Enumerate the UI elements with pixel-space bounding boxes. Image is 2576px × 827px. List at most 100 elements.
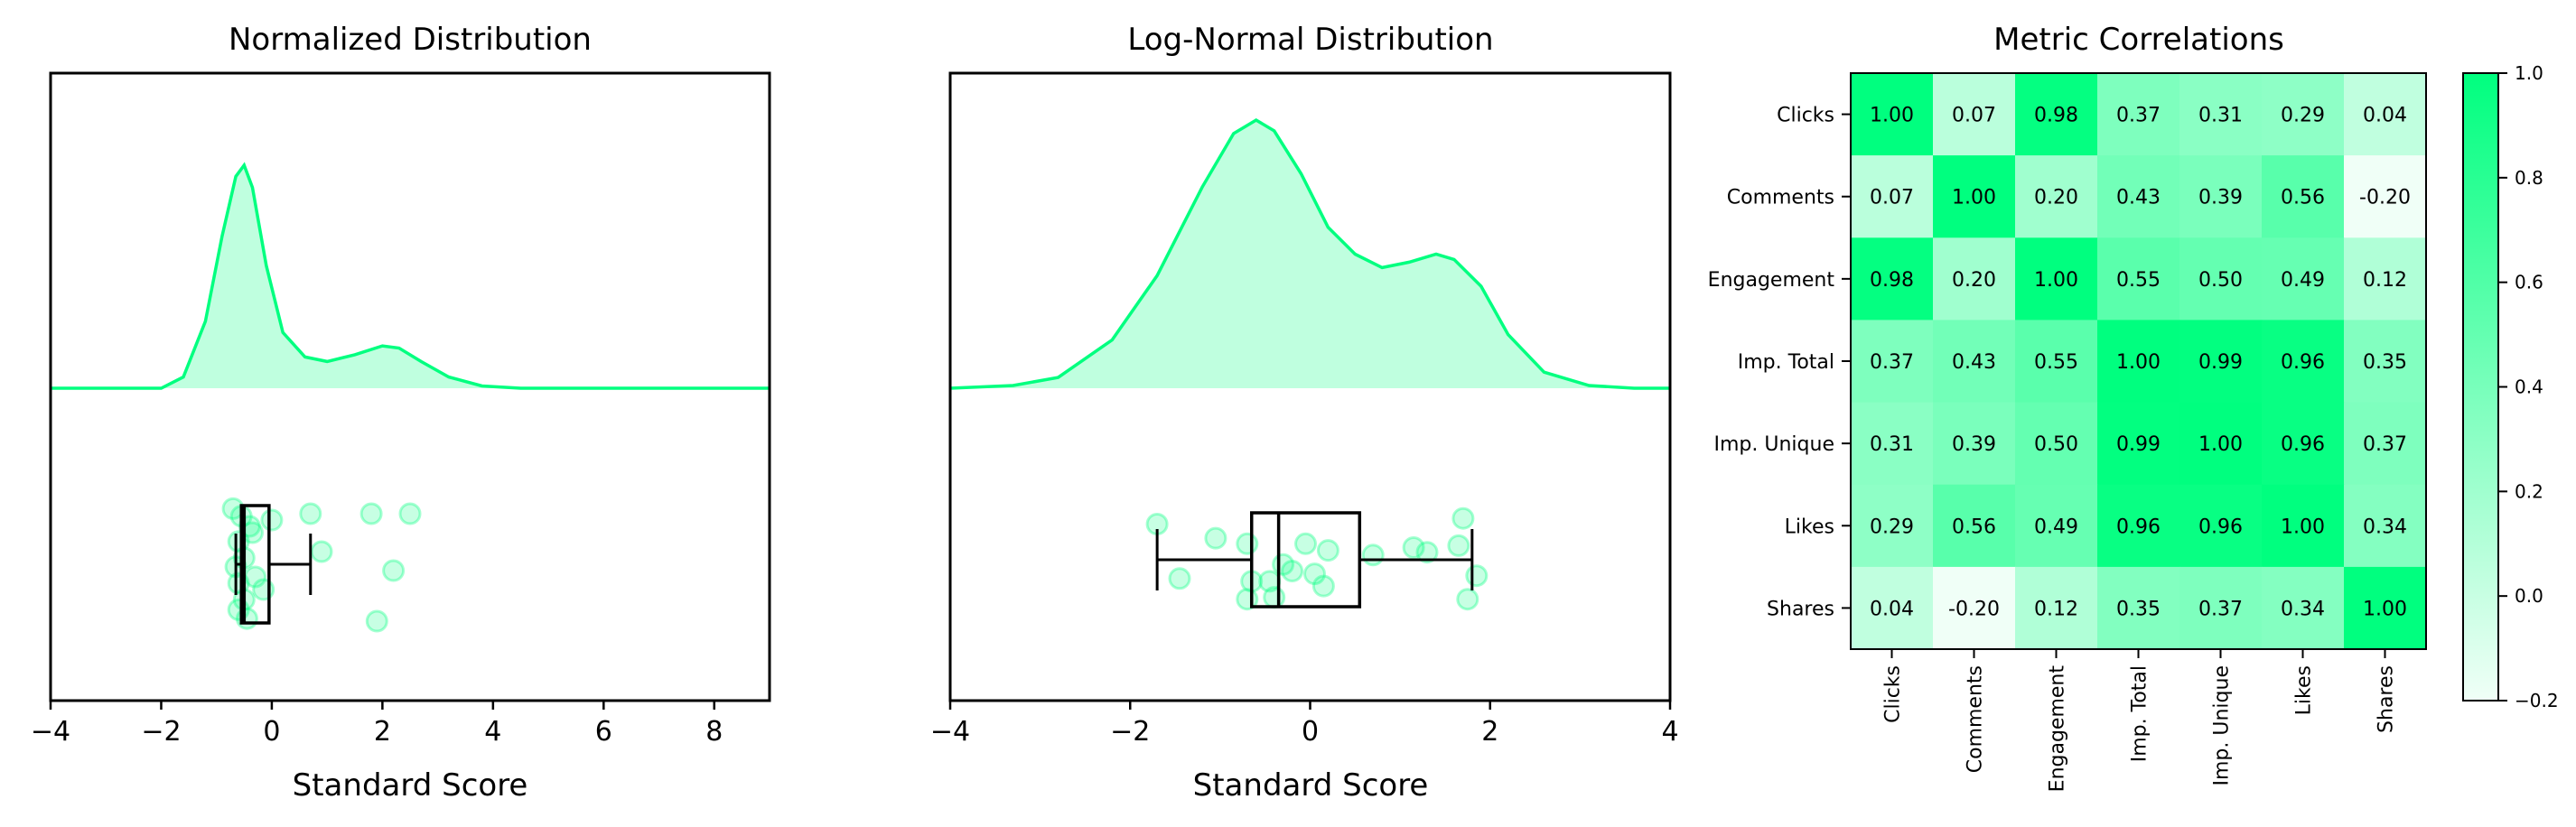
data-point	[365, 609, 388, 633]
heatmap-value: 0.35	[2363, 351, 2407, 374]
heatmap-value: 0.96	[2281, 351, 2325, 374]
heatmap-cell	[1851, 484, 1934, 568]
heatmap-value: 0.34	[2281, 598, 2325, 620]
heatmap-cell	[2015, 320, 2098, 404]
data-point	[310, 540, 333, 563]
heatmap-col-label: Imp. Unique	[2211, 665, 2234, 785]
data-point	[260, 508, 284, 532]
heatmap-cell	[1851, 155, 1934, 238]
panel-1-xlabel: Standard Score	[293, 767, 528, 804]
heatmap-row-label: Imp. Total	[1738, 351, 1834, 374]
heatmap-cell	[2015, 237, 2098, 321]
heatmap-value: 0.43	[2116, 187, 2161, 209]
density-line	[51, 162, 770, 390]
heatmap-cell	[2262, 484, 2345, 568]
data-point	[1451, 506, 1475, 530]
density-line	[949, 117, 1670, 390]
data-point	[1316, 539, 1339, 562]
heatmap-cell	[2097, 320, 2180, 404]
colorbar	[2462, 72, 2499, 702]
heatmap-cell	[2179, 484, 2263, 568]
heatmap-value: 0.98	[2034, 105, 2078, 127]
heatmap-cell	[1851, 237, 1934, 321]
heatmap-value: 0.56	[1952, 516, 1996, 538]
heatmap-value: 0.29	[2281, 105, 2325, 127]
density-area	[51, 165, 770, 388]
heatmap-value: 1.00	[2034, 269, 2078, 292]
x-tick-label: 4	[1661, 716, 1678, 748]
heatmap-cell	[2344, 402, 2427, 486]
heatmap-cell	[2097, 566, 2180, 650]
heatmap-row-label: Clicks	[1777, 105, 1834, 127]
heatmap-row-label: Likes	[1785, 516, 1834, 538]
heatmap-col-label: Engagement	[2047, 665, 2069, 793]
heatmap-cell	[1933, 73, 2016, 156]
heatmap-cell	[1933, 237, 2016, 321]
metric-correlations-panel: Metric Correlations 1.00 0.07 0.98 0.37 0.31…	[1708, 22, 2559, 792]
heatmap-cell	[2097, 73, 2180, 156]
x-tick-label: 2	[374, 716, 391, 748]
heatmap-cell	[1933, 484, 2016, 568]
heatmap-col-label: Clicks	[1882, 665, 1905, 723]
x-tick-label: −2	[141, 716, 181, 748]
heatmap-cell	[2262, 73, 2345, 156]
heatmap-value: 0.99	[2198, 351, 2243, 374]
x-tick-label: 0	[263, 716, 280, 748]
heatmap-cell	[2179, 402, 2263, 486]
data-point	[1303, 562, 1326, 586]
heatmap-cell	[2097, 155, 2180, 238]
heatmap-cell	[1851, 566, 1934, 650]
data-point	[1294, 532, 1317, 555]
panel-1-frame	[49, 71, 771, 702]
heatmap-cell	[2097, 484, 2180, 568]
heatmap-row-label: Engagement	[1708, 269, 1835, 292]
heatmap-value: 0.98	[1870, 269, 1914, 292]
x-tick-label: 8	[705, 716, 723, 748]
heatmap-col-label: Comments	[1965, 665, 1987, 773]
heatmap-cell	[2262, 566, 2345, 650]
x-tick-label: 4	[484, 716, 501, 748]
heatmap-row-label: Comments	[1727, 187, 1834, 209]
heatmap-value: 0.37	[2198, 598, 2243, 620]
heatmap-value: 0.96	[2198, 516, 2243, 538]
colorbar-tick-label: 1.0	[2515, 62, 2543, 84]
heatmap-cell	[2344, 237, 2427, 321]
data-point	[1311, 574, 1335, 598]
heatmap-cell	[2262, 402, 2345, 486]
heatmap-value: 0.31	[2198, 105, 2243, 127]
heatmap-cell	[2179, 237, 2263, 321]
heatmap-cell	[1933, 155, 2016, 238]
heatmap-value: 0.96	[2281, 433, 2325, 456]
x-tick-label: 0	[1302, 716, 1319, 748]
x-tick-label: −4	[930, 716, 970, 748]
heatmap-value: 0.20	[1952, 269, 1996, 292]
x-tick-label: 2	[1481, 716, 1498, 748]
heatmap-cell	[2344, 484, 2427, 568]
colorbar-tick-label: 0.2	[2515, 480, 2543, 502]
data-point	[1236, 532, 1259, 555]
data-point	[1263, 586, 1286, 609]
heatmap-cell	[2344, 73, 2427, 156]
heatmap-cell	[2015, 155, 2098, 238]
heatmap-cell	[2344, 320, 2427, 404]
heatmap-row-label: Shares	[1767, 598, 1834, 620]
heatmap-value: 0.20	[2034, 187, 2078, 209]
heatmap-value: 0.04	[1870, 598, 1914, 620]
heatmap-value: 0.55	[2116, 269, 2161, 292]
heatmap-cell	[1933, 566, 2016, 650]
heatmap-value: 0.43	[1952, 351, 1996, 374]
heatmap-cell	[2015, 402, 2098, 486]
heatmap-cell	[2262, 320, 2345, 404]
heatmap-cell	[2179, 73, 2263, 156]
heatmap-cell	[2015, 484, 2098, 568]
heatmap-col-label: Shares	[2375, 665, 2398, 733]
heatmap-value: 0.07	[1952, 105, 1996, 127]
heatmap-value: 0.39	[1952, 433, 1996, 456]
heatmap-value: 0.12	[2034, 598, 2078, 620]
heatmap-cell	[1933, 320, 2016, 404]
density-area	[950, 120, 1670, 388]
heatmap-row-label: Imp. Unique	[1714, 433, 1834, 456]
heatmap-value: 1.00	[2363, 598, 2407, 620]
heatmap-title: Metric Correlations	[1993, 22, 2284, 58]
